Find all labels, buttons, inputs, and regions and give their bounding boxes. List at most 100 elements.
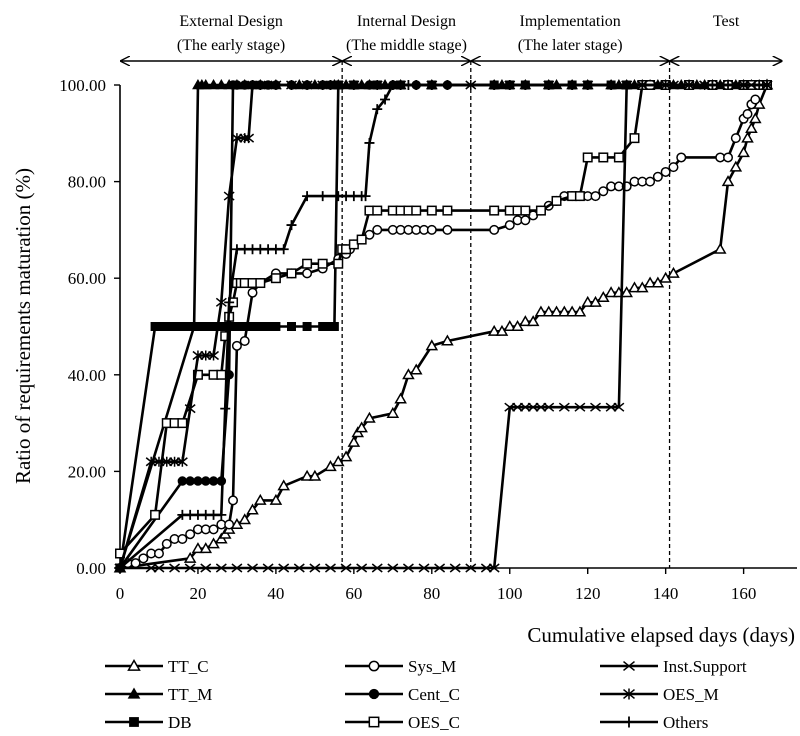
phase-sublabel: (The later stage) bbox=[518, 37, 623, 54]
legend-item: Others bbox=[600, 713, 708, 732]
series-sys-m bbox=[115, 94, 761, 573]
point-marker bbox=[465, 563, 477, 573]
point-marker bbox=[488, 563, 500, 573]
point-marker bbox=[340, 563, 352, 573]
series-line bbox=[119, 98, 757, 570]
point-marker bbox=[723, 152, 734, 163]
point-marker bbox=[177, 418, 188, 429]
point-marker bbox=[543, 80, 554, 90]
x-tick-label: 100 bbox=[497, 584, 523, 603]
point-marker bbox=[402, 563, 414, 573]
point-marker bbox=[520, 205, 531, 216]
phase-label: Internal Design bbox=[357, 13, 456, 30]
x-tick-label: 140 bbox=[653, 584, 679, 603]
y-tick-label: 20.00 bbox=[68, 462, 106, 481]
point-marker bbox=[386, 406, 400, 418]
point-marker bbox=[637, 80, 648, 90]
point-marker bbox=[582, 152, 593, 163]
point-marker bbox=[243, 133, 255, 144]
point-marker bbox=[184, 403, 196, 414]
point-marker bbox=[153, 563, 165, 573]
point-marker bbox=[629, 133, 640, 144]
point-marker bbox=[177, 322, 187, 331]
point-marker bbox=[201, 322, 211, 331]
point-marker bbox=[239, 335, 250, 346]
point-marker bbox=[550, 305, 563, 317]
y-tick-label: 40.00 bbox=[68, 366, 106, 385]
point-marker bbox=[216, 369, 227, 380]
point-marker bbox=[742, 108, 753, 119]
point-marker bbox=[643, 276, 657, 288]
point-marker bbox=[223, 191, 235, 202]
point-marker bbox=[426, 224, 437, 235]
legend-item: Inst.Support bbox=[600, 657, 747, 676]
point-marker bbox=[409, 363, 423, 375]
point-marker bbox=[762, 80, 772, 90]
y-axis-title: Ratio of requirements maturation (%) bbox=[11, 168, 35, 484]
x-tick-label: 0 bbox=[116, 584, 125, 603]
x-tick-label: 40 bbox=[267, 584, 284, 603]
legend-label: Cent_C bbox=[408, 685, 460, 704]
point-marker bbox=[519, 315, 532, 327]
point-marker bbox=[302, 191, 313, 202]
point-marker bbox=[329, 322, 339, 331]
point-marker bbox=[293, 563, 305, 573]
phase-label: External Design bbox=[179, 13, 283, 30]
point-marker bbox=[129, 717, 139, 727]
point-marker bbox=[411, 205, 422, 216]
point-marker bbox=[200, 476, 211, 486]
point-marker bbox=[372, 224, 383, 235]
point-marker bbox=[246, 503, 259, 515]
point-marker bbox=[526, 315, 540, 327]
x-tick-label: 120 bbox=[575, 584, 601, 603]
point-marker bbox=[270, 273, 281, 284]
point-marker bbox=[364, 137, 375, 148]
point-marker bbox=[215, 78, 228, 90]
point-marker bbox=[185, 476, 195, 486]
point-marker bbox=[730, 133, 741, 144]
point-marker bbox=[489, 80, 500, 90]
point-marker bbox=[208, 350, 220, 361]
point-marker bbox=[170, 322, 180, 331]
legend-item: TT_C bbox=[105, 657, 209, 676]
point-marker bbox=[676, 152, 687, 163]
point-marker bbox=[598, 186, 609, 197]
point-marker bbox=[254, 80, 266, 90]
point-marker bbox=[652, 171, 663, 182]
point-marker bbox=[302, 258, 313, 269]
legend-item: OES_M bbox=[600, 685, 719, 704]
point-marker bbox=[425, 339, 439, 351]
legend-item: TT_M bbox=[105, 685, 212, 704]
point-marker bbox=[668, 162, 679, 173]
point-marker bbox=[255, 278, 266, 289]
phase-label: Test bbox=[713, 13, 740, 30]
point-marker bbox=[503, 319, 517, 331]
point-marker bbox=[286, 220, 297, 231]
legend-item: OES_C bbox=[345, 713, 460, 732]
point-marker bbox=[300, 469, 314, 481]
point-marker bbox=[745, 121, 758, 133]
point-marker bbox=[347, 435, 361, 447]
point-marker bbox=[309, 563, 321, 573]
legend-label: Sys_M bbox=[408, 657, 456, 676]
point-marker bbox=[332, 80, 344, 90]
point-marker bbox=[348, 80, 360, 90]
point-marker bbox=[263, 322, 273, 331]
y-tick-label: 80.00 bbox=[68, 173, 106, 192]
point-marker bbox=[286, 322, 296, 331]
y-tick-label: 60.00 bbox=[68, 269, 106, 288]
point-marker bbox=[590, 402, 601, 412]
point-marker bbox=[220, 403, 231, 414]
legend-label: Inst.Support bbox=[663, 657, 747, 676]
point-marker bbox=[442, 205, 453, 216]
point-marker bbox=[308, 469, 322, 481]
point-marker bbox=[504, 80, 515, 90]
y-tick-label: 100.00 bbox=[59, 76, 106, 95]
point-marker bbox=[729, 160, 743, 172]
point-marker bbox=[565, 305, 579, 317]
point-marker bbox=[520, 80, 531, 90]
point-marker bbox=[286, 268, 297, 279]
point-marker bbox=[628, 281, 641, 293]
point-marker bbox=[749, 112, 762, 124]
point-marker bbox=[232, 80, 242, 90]
